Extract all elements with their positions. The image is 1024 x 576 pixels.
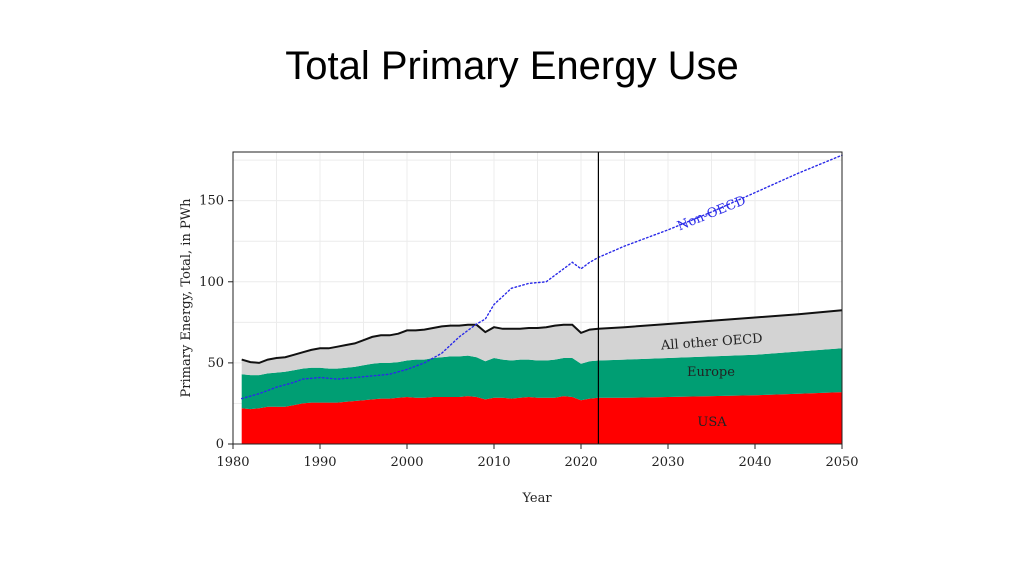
- lines: [241, 152, 843, 444]
- x-tick-label: 2010: [477, 455, 510, 470]
- y-tick-label: 50: [207, 356, 224, 371]
- x-tick-label: 2020: [564, 455, 597, 470]
- x-axis-title: Year: [521, 491, 552, 506]
- line-non-oecd: [241, 154, 843, 400]
- ticks: 1980 1990 2000 2010 2020 2030 2040 2050 0 50 100 15…: [199, 194, 858, 470]
- x-tick-label: 1980: [216, 455, 249, 470]
- area-usa: [241, 392, 842, 444]
- area-all-other-oecd: [241, 310, 842, 376]
- x-tick-label: 2040: [738, 455, 771, 470]
- total-oecd-line: [241, 309, 843, 364]
- stacked-areas: [241, 309, 843, 444]
- y-tick-label: 150: [199, 194, 224, 209]
- x-tick-label: 1990: [303, 455, 336, 470]
- slide-title: Total Primary Energy Use: [285, 44, 739, 88]
- y-tick-label: 100: [199, 275, 224, 290]
- annotation-europe: Europe: [687, 365, 735, 380]
- x-tick-label: 2000: [390, 455, 423, 470]
- plot-frame: [232, 151, 843, 445]
- annotation-all-other-oecd: All other OECD: [659, 331, 763, 353]
- y-tick-label: 0: [216, 437, 224, 452]
- annotation-usa: USA: [697, 415, 727, 430]
- area-europe: [241, 348, 842, 410]
- x-tick-label: 2030: [651, 455, 684, 470]
- y-axis-title: Primary Energy, Total, in PWh: [179, 198, 194, 398]
- x-tick-label: 2050: [825, 455, 858, 470]
